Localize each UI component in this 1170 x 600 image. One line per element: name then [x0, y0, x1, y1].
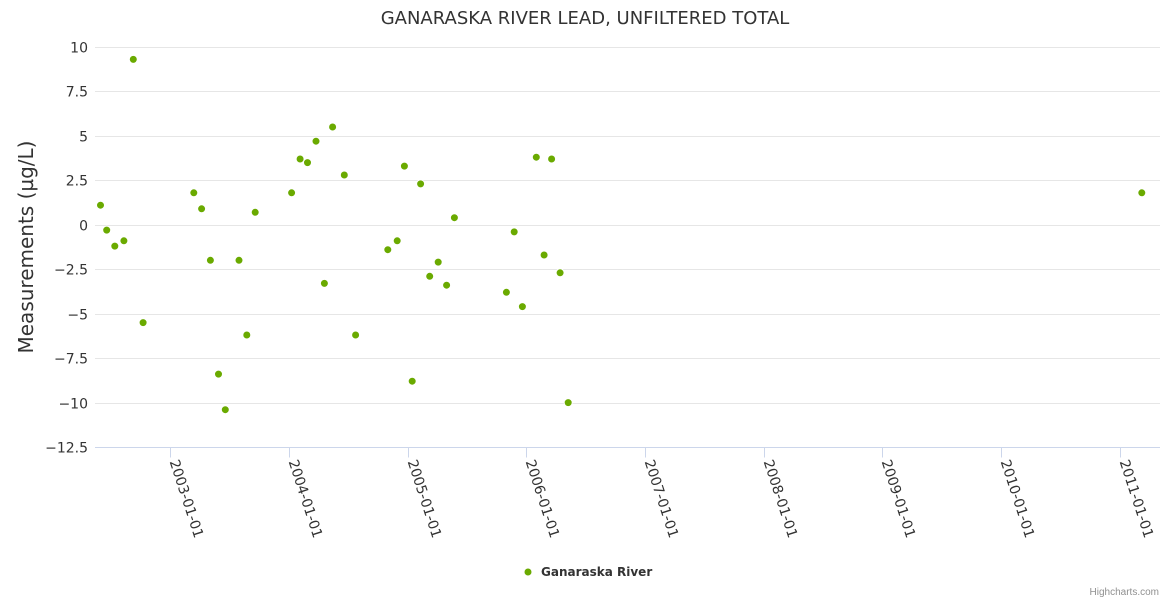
- data-point[interactable]: [399, 161, 409, 171]
- data-point[interactable]: [328, 122, 338, 132]
- data-point[interactable]: [433, 257, 443, 267]
- data-point[interactable]: [110, 241, 120, 251]
- data-point[interactable]: [128, 54, 138, 64]
- chart-title: GANARASKA RIVER LEAD, UNFILTERED TOTAL: [381, 8, 790, 29]
- y-tick-label: 5: [79, 130, 88, 146]
- legend-marker[interactable]: [523, 567, 533, 577]
- y-tick-label: −7.5: [54, 352, 88, 368]
- x-tick-label: 2007-01-01: [641, 458, 681, 540]
- data-point[interactable]: [539, 250, 549, 260]
- data-point[interactable]: [303, 158, 312, 168]
- data-point[interactable]: [189, 188, 199, 198]
- data-point[interactable]: [509, 227, 519, 237]
- y-tick-label: −5: [67, 308, 88, 324]
- data-point[interactable]: [425, 271, 435, 281]
- data-point[interactable]: [214, 369, 223, 379]
- data-point[interactable]: [295, 154, 305, 164]
- x-tick-label: 2011-01-01: [1116, 458, 1156, 540]
- y-tick-label: 2.5: [66, 174, 88, 190]
- data-point[interactable]: [102, 225, 112, 235]
- y-axis-label: Measurements (µg/L): [14, 141, 38, 354]
- y-tick-label: −12.5: [45, 441, 88, 457]
- y-tick-label: −10: [58, 397, 88, 413]
- data-point[interactable]: [407, 376, 417, 386]
- credit-link[interactable]: Highcharts.com: [1090, 587, 1159, 598]
- x-tick-label: 2010-01-01: [997, 458, 1037, 540]
- data-point[interactable]: [449, 213, 459, 223]
- data-point[interactable]: [547, 154, 557, 164]
- x-tick-label: 2008-01-01: [760, 458, 800, 540]
- data-point[interactable]: [220, 405, 230, 415]
- data-point[interactable]: [392, 236, 402, 246]
- legend-item-ganaraska-river[interactable]: Ganaraska River: [541, 565, 652, 579]
- data-point[interactable]: [517, 302, 527, 312]
- data-point[interactable]: [531, 152, 541, 162]
- x-tick-label: 2003-01-01: [166, 458, 206, 540]
- data-point[interactable]: [234, 255, 244, 265]
- data-point[interactable]: [311, 136, 321, 146]
- data-point[interactable]: [319, 278, 329, 288]
- data-point[interactable]: [138, 318, 148, 328]
- grid-lines: [95, 47, 1160, 404]
- data-point[interactable]: [96, 200, 105, 210]
- data-point[interactable]: [383, 245, 393, 255]
- data-point[interactable]: [501, 287, 511, 297]
- data-point[interactable]: [351, 330, 361, 340]
- series-ganaraska-river: [96, 54, 1147, 415]
- legend[interactable]: Ganaraska River: [523, 565, 652, 579]
- data-point[interactable]: [339, 170, 349, 180]
- x-tick-label: 2005-01-01: [404, 458, 444, 540]
- data-point[interactable]: [205, 255, 215, 265]
- y-tick-label: 7.5: [66, 85, 88, 101]
- data-point[interactable]: [555, 268, 565, 278]
- x-tick-label: 2006-01-01: [522, 458, 562, 540]
- data-point[interactable]: [119, 236, 129, 246]
- data-point[interactable]: [197, 204, 207, 214]
- x-axis-ticks: 2003-01-01 2004-01-01 2005-01-01 2006-01-01…: [166, 447, 1156, 540]
- y-tick-label: 0: [79, 219, 88, 235]
- x-tick-label: 2004-01-01: [285, 458, 325, 540]
- data-point[interactable]: [442, 280, 452, 290]
- x-tick-label: 2009-01-01: [878, 458, 918, 540]
- y-tick-label: 10: [70, 41, 88, 57]
- data-point[interactable]: [563, 398, 573, 408]
- y-tick-label: −2.5: [54, 263, 88, 279]
- data-point[interactable]: [242, 330, 252, 340]
- data-point[interactable]: [287, 188, 297, 198]
- y-axis-ticks: 10 7.5 5 2.5 0 −2.5 −5 −7.5 −10 −12.5: [45, 41, 88, 457]
- data-point[interactable]: [1137, 188, 1147, 198]
- data-point[interactable]: [250, 207, 260, 217]
- data-point[interactable]: [416, 179, 426, 189]
